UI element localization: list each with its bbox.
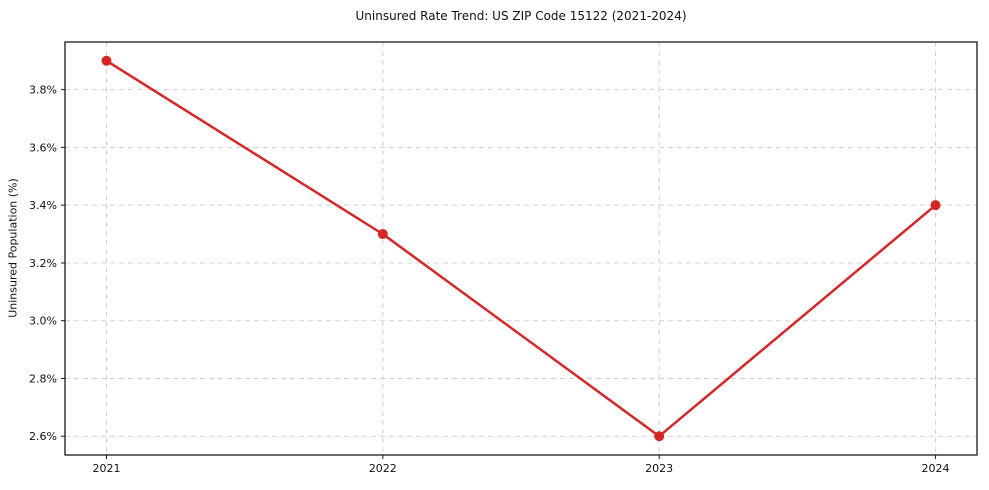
plot-border bbox=[64, 41, 978, 456]
y-tick-label: 2.6% bbox=[29, 430, 57, 443]
y-tick-label: 2.8% bbox=[29, 372, 57, 385]
data-point bbox=[377, 229, 388, 240]
x-tick-label: 2024 bbox=[922, 462, 950, 475]
x-tick-label: 2022 bbox=[369, 462, 397, 475]
data-point bbox=[101, 55, 112, 66]
y-tick-label: 3.0% bbox=[29, 315, 57, 328]
data-point bbox=[654, 431, 665, 442]
y-tick-label: 3.4% bbox=[29, 199, 57, 212]
x-tick-label: 2021 bbox=[92, 462, 120, 475]
y-tick-label: 3.8% bbox=[29, 84, 57, 97]
trend-line bbox=[105, 59, 937, 438]
x-tick-label: 2023 bbox=[645, 462, 673, 475]
chart-title: Uninsured Rate Trend: US ZIP Code 15122 … bbox=[355, 9, 687, 23]
data-point bbox=[930, 200, 941, 211]
y-tick-label: 3.6% bbox=[29, 141, 57, 154]
y-tick-label: 3.2% bbox=[29, 257, 57, 270]
